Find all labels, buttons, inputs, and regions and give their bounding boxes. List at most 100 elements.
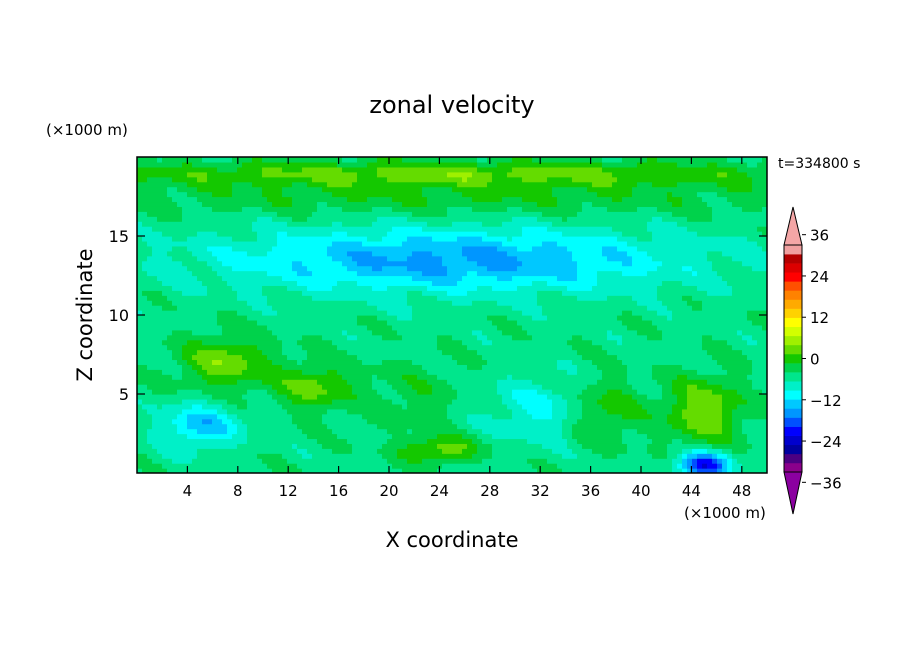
field-cell	[272, 221, 278, 227]
field-cell	[192, 157, 198, 163]
field-cell	[447, 408, 453, 415]
field-cell	[427, 423, 433, 430]
field-cell	[407, 428, 413, 435]
field-cell	[142, 413, 148, 420]
field-cell	[217, 181, 223, 188]
field-cell	[282, 226, 288, 232]
field-cell	[367, 186, 373, 193]
field-cell	[312, 413, 318, 420]
field-cell	[182, 315, 188, 321]
field-cell	[162, 226, 168, 232]
field-cell	[457, 236, 463, 242]
field-cell	[162, 265, 168, 272]
field-cell	[167, 157, 173, 163]
field-cell	[182, 285, 188, 291]
field-cell	[407, 463, 413, 469]
field-cell	[377, 191, 383, 198]
field-cell	[212, 359, 218, 365]
field-cell	[227, 339, 233, 346]
field-cell	[237, 384, 243, 390]
field-cell	[507, 166, 513, 173]
field-cell	[382, 221, 388, 227]
field-cell	[272, 255, 278, 262]
field-cell	[417, 176, 423, 183]
field-cell	[422, 339, 428, 346]
field-cell	[197, 275, 203, 282]
field-cell	[517, 206, 523, 212]
field-cell	[512, 359, 518, 365]
field-cell	[317, 394, 323, 400]
field-cell	[497, 186, 503, 193]
field-cell	[327, 354, 333, 361]
field-cell	[502, 344, 508, 351]
field-cell	[497, 245, 503, 252]
field-cell	[227, 206, 233, 212]
field-cell	[272, 329, 278, 336]
field-cell	[167, 186, 173, 193]
field-cell	[162, 260, 168, 267]
field-cell	[457, 161, 463, 168]
field-cell	[402, 310, 408, 316]
field-cell	[417, 161, 423, 168]
field-cell	[242, 398, 248, 405]
field-cell	[262, 408, 268, 415]
field-cell	[507, 226, 513, 232]
field-cell	[202, 398, 208, 405]
field-cell	[327, 374, 333, 380]
field-cell	[447, 161, 453, 168]
field-cell	[492, 433, 498, 440]
field-cell	[427, 438, 433, 444]
field-cell	[302, 305, 308, 311]
field-cell	[227, 186, 233, 193]
field-cell	[332, 171, 338, 178]
field-cell	[382, 324, 388, 331]
field-cell	[237, 221, 243, 227]
field-cell	[227, 398, 233, 405]
field-cell	[342, 443, 348, 449]
field-cell	[512, 265, 518, 272]
field-cell	[342, 413, 348, 420]
field-cell	[257, 369, 263, 375]
field-cell	[422, 349, 428, 356]
field-cell	[307, 255, 313, 262]
field-cell	[332, 176, 338, 183]
field-cell	[262, 354, 268, 361]
field-cell	[437, 280, 443, 286]
field-cell	[277, 245, 283, 252]
field-cell	[522, 438, 528, 444]
field-cell	[352, 161, 358, 168]
field-cell	[437, 295, 443, 301]
field-cell	[517, 171, 523, 178]
field-cell	[262, 196, 268, 203]
field-cell	[337, 384, 343, 390]
field-cell	[432, 389, 438, 395]
field-cell	[377, 339, 383, 346]
field-cell	[272, 216, 278, 222]
field-cell	[292, 413, 298, 420]
field-cell	[242, 250, 248, 257]
field-cell	[182, 398, 188, 405]
field-cell	[157, 290, 163, 296]
field-cell	[267, 453, 273, 459]
field-cell	[407, 329, 413, 336]
field-cell	[227, 181, 233, 188]
field-cell	[467, 166, 473, 173]
field-cell	[467, 310, 473, 316]
field-cell	[167, 433, 173, 440]
field-cell	[467, 428, 473, 435]
field-cell	[422, 260, 428, 267]
field-cell	[487, 166, 493, 173]
field-cell	[432, 216, 438, 222]
field-cell	[192, 354, 198, 361]
field-cell	[272, 364, 278, 370]
field-cell	[337, 236, 343, 242]
field-cell	[207, 384, 213, 390]
field-cell	[157, 201, 163, 207]
field-cell	[502, 418, 508, 425]
field-cell	[292, 329, 298, 336]
field-cell	[407, 236, 413, 242]
field-cell	[482, 290, 488, 296]
field-cell	[257, 157, 263, 163]
field-cell	[447, 310, 453, 316]
field-cell	[377, 285, 383, 291]
